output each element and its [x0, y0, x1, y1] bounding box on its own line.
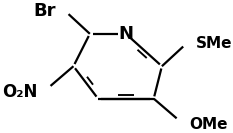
- Text: N: N: [118, 25, 133, 43]
- Text: Br: Br: [33, 2, 55, 20]
- Text: O₂N: O₂N: [2, 83, 38, 101]
- Text: SMe: SMe: [196, 36, 233, 51]
- Text: OMe: OMe: [190, 117, 228, 132]
